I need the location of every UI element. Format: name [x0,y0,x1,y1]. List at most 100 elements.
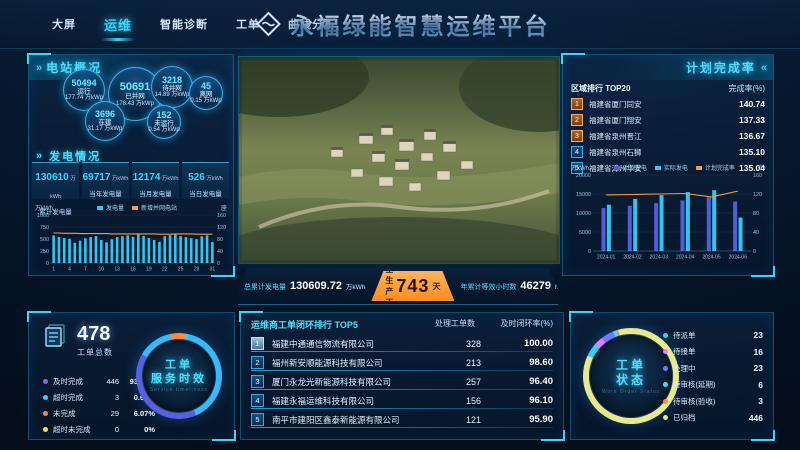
bar [62,238,66,263]
status-dot-icon [663,382,668,388]
chevron-right-icon: » [36,150,45,162]
left-tick-label: 500 [40,237,49,243]
brand: 永福绿能智慧运维平台 [255,7,550,41]
bubble-not-running: 152 未运行 0.54 万kWp [147,105,181,139]
table-row[interactable]: 5 南平市建阳区鑫泰新能源有限公司 121 95.90 [241,410,563,429]
item-label: 未完成 [53,408,76,418]
legend-label: 新增并网电站 [141,206,178,212]
bubble-off-grid: 45 离网 0.15 万kWp [189,76,223,110]
nav-work-orders[interactable]: 工单 [236,19,261,31]
monthly-plan-chart-svg: 0 5000 10000 15000 20000 0 40 80 120 160 2024-01 20… [576,173,762,261]
status-dot-icon [43,426,48,432]
table-row[interactable]: 2 福建省厦门翔安 137.33 [563,112,773,128]
table-row[interactable]: 3 厦门永龙光新能源科技有限公司 257 96.40 [241,372,563,391]
table-row[interactable]: 1 福建中通通信物流有限公司 328 100.00 [241,334,563,353]
list-item: 待审核(延期) 6 [663,377,763,394]
bubble-count: 3218 [161,74,183,85]
bar [73,242,77,263]
bar [659,195,664,251]
list-item: 待派单 23 [663,327,763,344]
status-dot-icon [663,365,668,371]
bubble-label: 待并网 [162,84,182,92]
table-row[interactable]: 1 福建省厦门同安 140.74 [563,96,773,112]
stat-value: 69717 [82,172,111,183]
table-row[interactable]: 4 福建省泉州石狮 135.10 [563,144,773,160]
total-generation-label: 总累计发电量 [244,284,286,291]
left-tick-label: 15000 [576,192,591,198]
right-tick-label: 40 [753,230,759,236]
table-row[interactable]: 3 福建省泉州晋江 136.67 [563,128,773,144]
closure-ranking-title: 运维商工单闭环排行 TOP5 [251,320,358,330]
bar [189,238,193,263]
equivalent-hours-unit: h [554,284,559,291]
bar [126,235,130,263]
plan-completion-panel: 计划完成率 « 区域排行 TOP20 完成率(%) 1 福建省厦门同安 140.74… [561,53,775,277]
region-ranking-header: 区域排行 TOP20 完成率(%) [563,80,773,96]
list-item: 处理中 23 [663,360,763,377]
vendor-name: 福州新安顺能源科技有限公司 [272,357,383,368]
item-label: 待审核(验收) [673,396,716,406]
bar [68,238,71,263]
plan-completion-title: 计划完成率 [685,61,756,75]
bar [200,236,204,263]
bubble-count: 3696 [94,108,116,119]
bubble-label: 未运行 [154,119,174,127]
processed-count: 156 [465,395,481,406]
nav-smart-diagnosis[interactable]: 智能诊断 [160,19,209,31]
status-dot-icon [43,410,48,416]
closure-rate: 95.90 [529,414,553,425]
closure-rate: 96.10 [529,395,553,406]
x-tick-label: 10 [98,267,104,273]
status-dot-icon [663,349,668,355]
item-percent: 0% [144,424,155,434]
legend-label: 发电量 [105,206,124,212]
x-tick-label: 31 [210,267,216,273]
bar [131,236,135,263]
bar [168,235,172,263]
list-item: 超时未完成 0 0% [43,421,155,437]
legend-swatch [96,205,103,210]
rank-badge: 3 [571,130,583,142]
village-houses [330,125,474,192]
completion-col-header: 完成率(%) [728,84,765,93]
legend-label: 计划完成率 [704,166,735,172]
left-tick-label: 20000 [576,173,591,179]
bar [179,236,182,263]
nav-operations[interactable]: 运维 [100,15,136,41]
x-tick-label: 2024-03 [650,255,669,261]
status-dot-icon [663,398,668,404]
completion-value: 140.74 [739,99,765,109]
x-tick-label: 19 [146,267,152,273]
left-axis-unit: 万kWh [35,206,54,212]
rank-badge: 5 [571,162,583,174]
nav-curve-analysis[interactable]: 曲线分析 [288,16,336,32]
bubble-count: 45 [200,80,211,91]
bar [121,236,124,263]
table-row[interactable]: 4 福建永福运维科技有限公司 156 96.10 [241,391,563,410]
item-label: 处理中 [673,363,696,373]
region-name: 福建省泉州晋江 [589,131,642,141]
list-item: 已归档 446 [663,410,763,427]
stat-unit: 万kWh [110,176,129,182]
bubble-capacity: 0.54 万kWp [148,127,180,134]
stat-value-row: 130610 万kWh [32,167,79,203]
status-dot-icon [43,394,48,400]
item-count: 6 [758,379,763,390]
processed-count: 213 [465,357,481,368]
stat-value: 130610 [35,172,69,183]
right-tick-label: 160 [753,173,762,179]
stat-label: 累计发电量 [39,209,72,216]
table-row[interactable]: 2 福州新安顺能源科技有限公司 213 98.60 [241,353,563,372]
legend-label: 计划发电 [622,166,647,172]
bubble-capacity: 31.17 万kWp [87,126,123,133]
bar [184,237,188,263]
rank-badge: 2 [251,356,264,369]
count-col-header: 处理工单数 [435,319,475,328]
stat-value-row: 12174 万kWh [132,167,179,185]
bubble-count: 152 [156,109,172,120]
stat-value: 526 [188,172,205,183]
nav-dashboard[interactable]: 大屏 [52,19,76,31]
bar [606,204,611,251]
vendor-name: 南平市建阳区鑫泰新能源有限公司 [272,414,400,425]
item-label: 已归档 [673,413,696,423]
